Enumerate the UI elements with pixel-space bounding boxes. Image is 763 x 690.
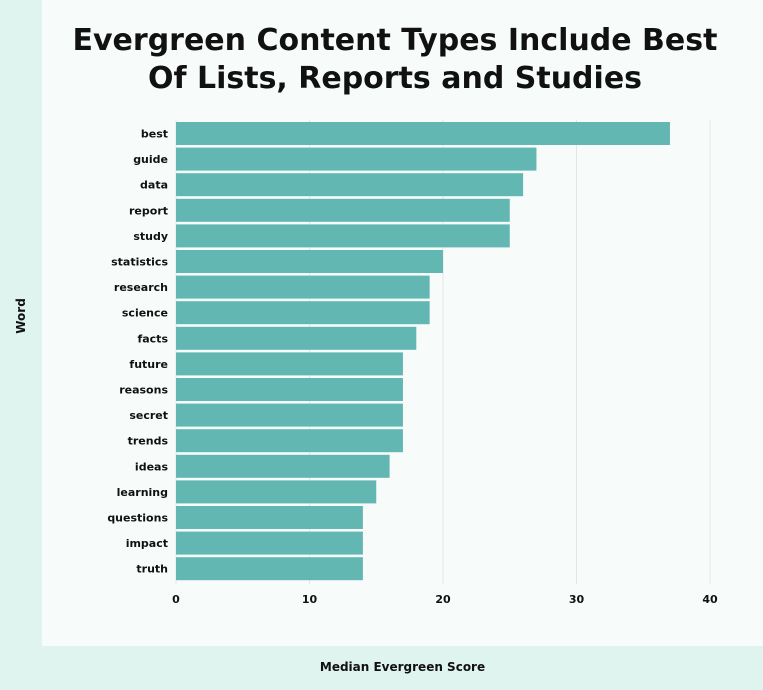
- bar-statistics: [176, 250, 443, 273]
- category-label-report: report: [129, 204, 168, 217]
- category-label-statistics: statistics: [111, 256, 168, 269]
- left-accent-strip: [0, 0, 42, 690]
- category-label-layer: best guide data report study statistics resear…: [107, 128, 168, 576]
- bar-guide: [176, 147, 537, 171]
- bar-research: [176, 275, 430, 299]
- category-label-facts: facts: [137, 332, 168, 345]
- x-tick-label: 30: [569, 593, 585, 606]
- x-tick-label: 20: [435, 593, 451, 606]
- bar-future: [176, 352, 403, 376]
- category-label-best: best: [141, 128, 168, 141]
- bar-ideas: [176, 454, 390, 478]
- category-label-science: science: [122, 307, 168, 320]
- bar-report: [176, 198, 510, 222]
- category-label-trends: trends: [128, 435, 169, 448]
- chart-title: Evergreen Content Types Include Best Of …: [72, 23, 718, 96]
- category-label-learning: learning: [117, 486, 168, 499]
- bar-data: [176, 173, 524, 197]
- tick-label-layer: 0 10 20 30 40: [172, 593, 718, 606]
- category-label-guide: guide: [133, 153, 168, 166]
- bar-reasons: [176, 378, 403, 401]
- bar-study: [176, 224, 510, 248]
- bar-trends: [176, 429, 403, 453]
- category-label-study: study: [133, 230, 168, 243]
- bar-secret: [176, 403, 403, 427]
- bar-impact: [176, 531, 363, 555]
- x-tick-label: 0: [172, 593, 180, 606]
- bar-science: [176, 301, 430, 325]
- bar-best: [176, 122, 670, 145]
- category-label-reasons: reasons: [119, 384, 168, 397]
- category-label-secret: secret: [129, 409, 168, 422]
- bar-truth: [176, 557, 363, 581]
- category-label-research: research: [114, 281, 168, 294]
- category-label-truth: truth: [136, 563, 168, 576]
- x-axis-label: Median Evergreen Score: [319, 660, 486, 674]
- x-tick-label: 10: [302, 593, 318, 606]
- bottom-accent-strip: [42, 646, 763, 690]
- category-label-questions: questions: [107, 512, 168, 525]
- category-label-future: future: [129, 358, 168, 371]
- category-label-data: data: [140, 179, 168, 192]
- x-tick-label: 40: [702, 593, 718, 606]
- bar-questions: [176, 506, 363, 529]
- bar-learning: [176, 480, 377, 504]
- bar-facts: [176, 326, 417, 350]
- category-label-impact: impact: [126, 537, 168, 550]
- bar-layer: [176, 122, 670, 581]
- category-label-ideas: ideas: [135, 460, 169, 473]
